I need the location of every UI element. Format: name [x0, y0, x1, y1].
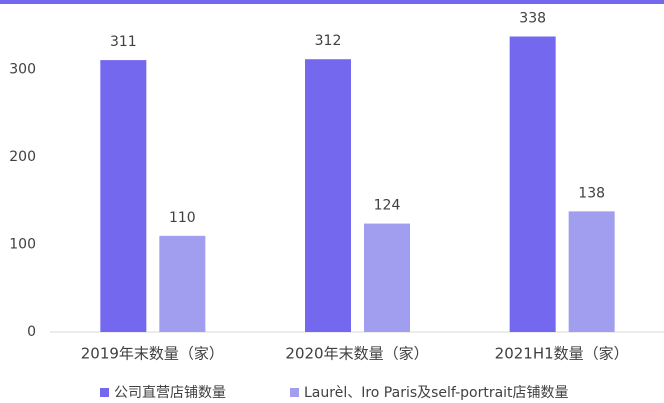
data-label: 338	[519, 10, 546, 26]
data-label: 138	[578, 185, 605, 201]
y-tick-label: 200	[9, 149, 36, 165]
y-tick-label: 0	[27, 324, 36, 340]
x-tick-label: 2019年末数量（家）	[81, 345, 224, 363]
bar	[509, 36, 556, 333]
bar	[364, 223, 410, 332]
data-label: 110	[169, 210, 196, 226]
legend-label: Laurèl、Iro Paris及self-portrait店铺数量	[304, 385, 569, 401]
y-tick-label: 100	[9, 237, 36, 253]
data-label: 312	[315, 33, 342, 49]
legend-swatch	[100, 388, 109, 397]
bar	[305, 59, 351, 332]
bar	[100, 60, 147, 333]
legend-label: 公司直营店铺数量	[114, 384, 226, 401]
data-label: 311	[110, 34, 137, 50]
bar	[568, 211, 615, 332]
bar	[159, 235, 206, 332]
x-tick-label: 2020年末数量（家）	[285, 345, 428, 363]
x-tick-label: 2021H1数量（家）	[495, 345, 629, 363]
y-tick-label: 300	[9, 62, 36, 78]
top-strip	[0, 0, 664, 4]
legend-swatch	[290, 388, 299, 397]
data-label: 124	[374, 198, 401, 214]
